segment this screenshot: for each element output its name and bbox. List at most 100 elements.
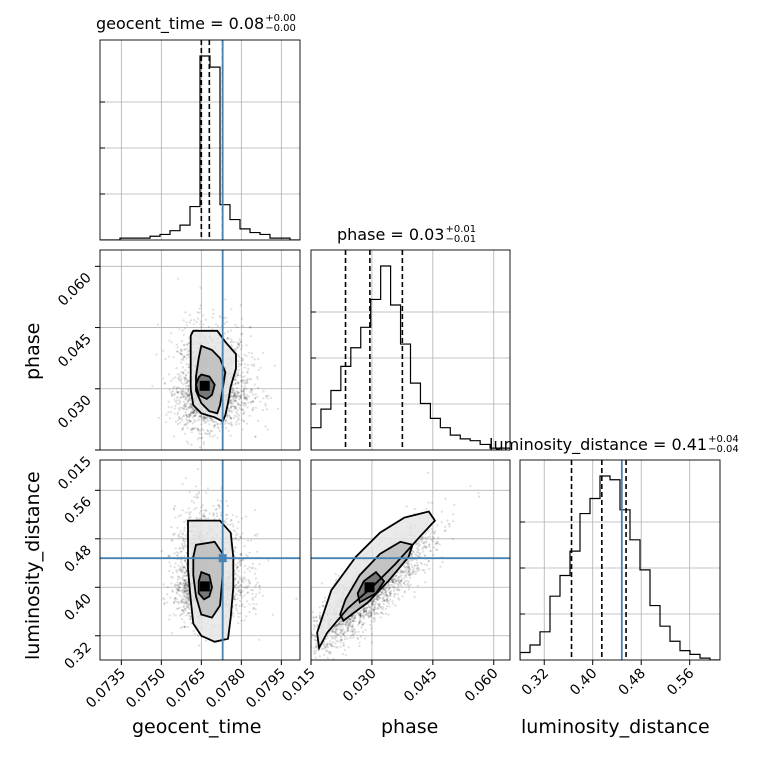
- sample-point: [238, 355, 241, 358]
- sample-point: [175, 583, 178, 587]
- sample-point: [173, 600, 177, 603]
- sample-point: [257, 368, 260, 371]
- sample-point: [172, 534, 175, 537]
- sample-point: [178, 594, 181, 597]
- sample-point: [386, 596, 389, 599]
- axes-frame: [310, 249, 511, 451]
- sample-point: [191, 451, 193, 453]
- sample-point: [239, 304, 243, 307]
- sample-point: [235, 386, 238, 389]
- sample-point: [251, 389, 254, 392]
- sample-point: [209, 429, 212, 432]
- sample-point: [234, 382, 237, 385]
- sample-point: [240, 580, 243, 583]
- sample-point: [181, 329, 184, 332]
- sample-point: [344, 624, 347, 627]
- sample-point: [180, 388, 183, 391]
- sample-point: [189, 319, 192, 322]
- sample-point: [251, 562, 254, 565]
- sample-point: [228, 415, 231, 418]
- sample-point: [246, 363, 249, 367]
- sample-point: [237, 362, 241, 365]
- sample-point: [226, 513, 229, 516]
- sample-point: [183, 607, 186, 611]
- sample-point: [240, 317, 243, 320]
- sample-point: [186, 385, 190, 388]
- sample-point: [318, 655, 321, 658]
- sample-point: [230, 308, 233, 311]
- sample-point: [190, 405, 193, 408]
- sample-point: [202, 323, 205, 326]
- sample-point: [238, 403, 242, 406]
- sample-point: [250, 388, 253, 391]
- sample-point: [234, 399, 238, 402]
- sample-point: [208, 417, 212, 420]
- sample-point: [184, 395, 187, 398]
- sample-point: [243, 388, 246, 391]
- sample-point: [193, 632, 196, 636]
- sample-point: [212, 512, 215, 515]
- sample-point: [371, 601, 374, 605]
- sample-point: [186, 594, 189, 597]
- sample-point: [198, 436, 201, 439]
- sample-point: [241, 576, 244, 579]
- sample-point: [196, 427, 199, 430]
- sample-point: [395, 575, 398, 578]
- sample-point: [245, 344, 248, 347]
- sample-point: [188, 419, 191, 423]
- sample-point: [181, 598, 184, 601]
- sample-point: [178, 547, 181, 551]
- sample-point: [192, 411, 195, 414]
- sample-point: [238, 395, 241, 398]
- sample-point: [364, 628, 367, 632]
- sample-point: [182, 536, 185, 540]
- sample-point: [182, 610, 185, 613]
- sample-point: [187, 350, 190, 353]
- sample-point: [199, 429, 202, 432]
- sample-point: [237, 570, 240, 573]
- sample-point: [184, 311, 187, 314]
- sample-point: [239, 559, 242, 562]
- sample-point: [178, 399, 181, 402]
- sample-point: [237, 354, 240, 357]
- sample-point: [235, 420, 238, 424]
- sample-point: [239, 593, 242, 597]
- sample-point: [244, 397, 247, 400]
- sample-point: [236, 374, 239, 377]
- sample-point: [175, 391, 178, 394]
- sample-point: [246, 393, 249, 396]
- sample-point: [232, 398, 235, 401]
- sample-point: [202, 429, 205, 432]
- sample-point: [192, 629, 195, 633]
- sample-point: [396, 593, 400, 596]
- sample-point: [229, 341, 232, 344]
- sample-point: [352, 619, 355, 623]
- sample-point: [182, 371, 185, 374]
- sample-point: [196, 317, 200, 320]
- sample-point: [168, 569, 171, 573]
- sample-point: [224, 316, 228, 319]
- sample-point: [246, 380, 249, 383]
- sample-point: [192, 410, 195, 413]
- sample-point: [183, 390, 186, 393]
- sample-point: [183, 602, 186, 605]
- sample-point: [179, 546, 182, 550]
- sample-point: [187, 612, 190, 615]
- sample-point: [240, 584, 243, 587]
- sample-point: [234, 379, 238, 382]
- sample-point: [173, 407, 176, 410]
- sample-point: [254, 613, 257, 616]
- sample-point: [254, 435, 257, 438]
- sample-point: [234, 534, 237, 537]
- sample-point: [208, 416, 211, 419]
- sample-point: [229, 519, 233, 522]
- sample-point: [206, 429, 209, 432]
- sample-point: [208, 432, 211, 435]
- sample-point: [168, 618, 171, 621]
- sample-point: [237, 580, 240, 583]
- sample-point: [251, 598, 254, 601]
- sample-point: [174, 583, 177, 586]
- sample-point: [184, 404, 187, 407]
- sample-point: [187, 395, 190, 398]
- sample-point: [188, 491, 191, 494]
